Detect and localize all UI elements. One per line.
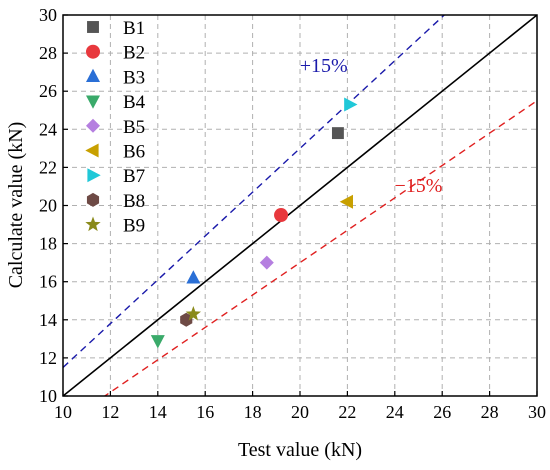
legend-label-b8: B8: [123, 191, 145, 212]
legend-label-b1: B1: [123, 18, 145, 39]
x-tick-label: 20: [291, 402, 309, 422]
annotation-plus15: +15%: [300, 55, 348, 77]
x-tick-label: 22: [338, 402, 356, 422]
y-axis-label: Calculate value (kN): [5, 122, 27, 289]
x-tick-label: 30: [528, 402, 546, 422]
data-point-b8: [180, 312, 193, 327]
y-tick-label: 14: [39, 310, 57, 330]
y-tick-label: 22: [39, 157, 57, 177]
y-tick-label: 30: [39, 5, 57, 25]
x-tick-label: 12: [101, 402, 119, 422]
y-tick-label: 12: [39, 348, 57, 368]
y-tick-label: 20: [39, 196, 57, 216]
legend-marker-b1: [87, 21, 99, 33]
y-tick-label: 28: [39, 43, 57, 63]
x-tick-label: 10: [54, 402, 72, 422]
legend-label-b7: B7: [123, 166, 145, 187]
legend-label-b2: B2: [123, 43, 145, 64]
legend-marker-b7: [87, 168, 101, 183]
legend: B1 B2 B3 B4 B5 B6 B7 B8 B9: [85, 18, 146, 237]
legend-label-b6: B6: [123, 142, 145, 163]
x-tick-label: 14: [149, 402, 167, 422]
data-point-b6: [339, 194, 353, 209]
legend-marker-b2: [86, 44, 100, 59]
data-points: [150, 97, 358, 349]
reference-line-1to1: [63, 15, 537, 396]
y-tick-label: 16: [39, 272, 57, 292]
y-tick-label: 18: [39, 234, 57, 254]
x-tick-label: 18: [244, 402, 262, 422]
legend-marker-b3: [86, 68, 100, 82]
x-tick-label: 24: [386, 402, 404, 422]
legend-marker-b5: [86, 118, 100, 133]
legend-label-b4: B4: [123, 92, 146, 113]
legend-label-b3: B3: [123, 67, 145, 88]
x-axis-label: Test value (kN): [238, 439, 362, 461]
legend-marker-b4: [86, 95, 100, 109]
x-tick-label: 26: [433, 402, 451, 422]
data-point-b3: [186, 270, 201, 284]
data-point-b9: [185, 306, 202, 321]
annotations: +15% −15%: [300, 55, 443, 197]
data-point-b5: [259, 255, 274, 270]
legend-marker-b6: [85, 143, 99, 158]
y-tick-label: 26: [39, 81, 57, 101]
annotation-minus15: −15%: [395, 175, 443, 197]
data-point-b1: [331, 127, 344, 140]
x-tick-label: 16: [196, 402, 214, 422]
legend-marker-b9: [85, 216, 101, 232]
y-tick-label: 10: [39, 386, 57, 406]
y-tick-label: 24: [39, 119, 57, 139]
data-point-b2: [274, 208, 289, 223]
legend-marker-b8: [86, 192, 100, 207]
axis-ticks: 10 12 14 16 18 20 22 24 26 28 30 10 12 14 16 18 20 22 24 26…: [39, 5, 546, 422]
legend-label-b9: B9: [123, 216, 145, 237]
legend-label-b5: B5: [123, 117, 145, 138]
data-point-b4: [150, 335, 165, 349]
reference-lines: [63, 15, 537, 396]
data-point-b7: [344, 97, 358, 112]
x-tick-label: 28: [481, 402, 499, 422]
